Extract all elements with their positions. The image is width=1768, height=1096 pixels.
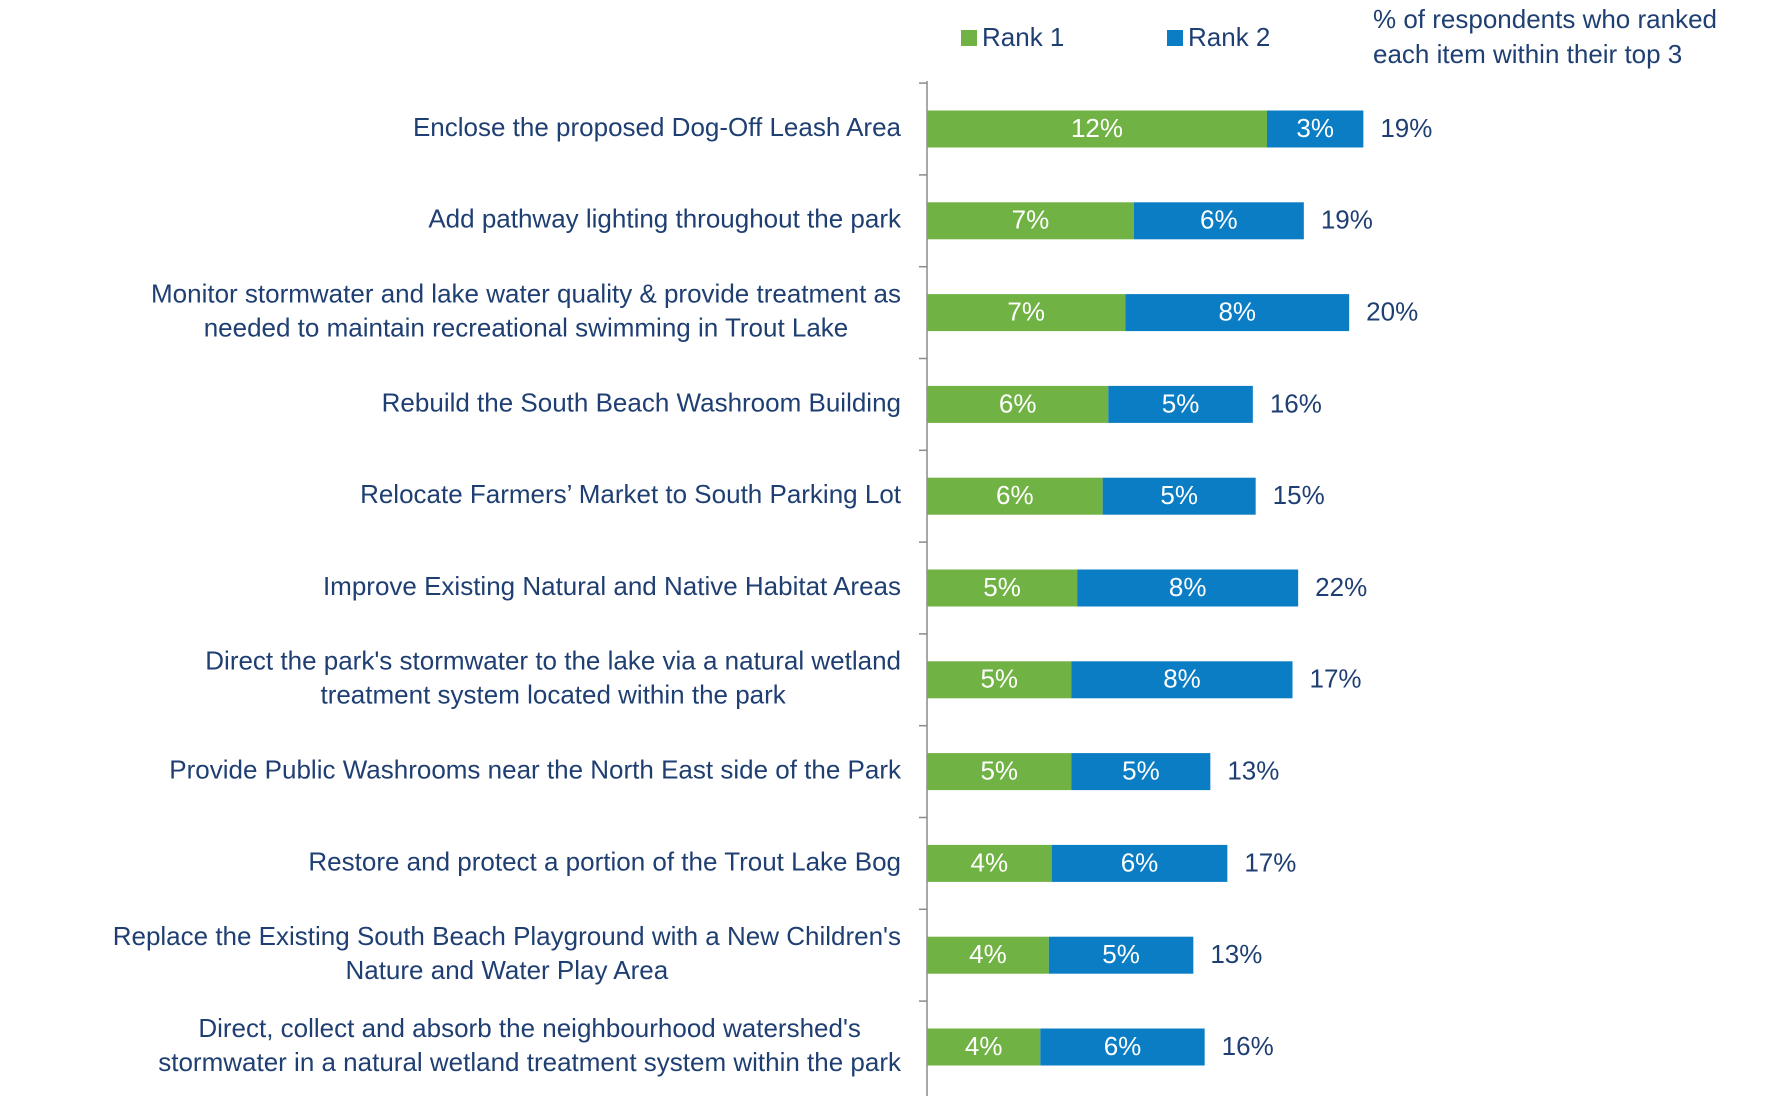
total-label: 16% <box>1222 1031 1274 1061</box>
bar-value-label: 7% <box>1007 296 1045 326</box>
bar-value-label: 5% <box>1122 755 1160 785</box>
bar-value-label: 8% <box>1218 296 1256 326</box>
total-label: 13% <box>1227 755 1279 785</box>
category-label: Monitor stormwater and lake water qualit… <box>151 278 901 308</box>
category-label: Restore and protect a portion of the Tro… <box>308 846 901 876</box>
total-label: 17% <box>1244 847 1296 877</box>
bar-segment <box>927 110 1267 148</box>
bar-segment <box>1267 110 1364 148</box>
category-label: Add pathway lighting throughout the park <box>428 204 902 234</box>
bar-value-label: 3% <box>1296 113 1334 143</box>
bar-segment <box>927 477 1103 515</box>
total-label: 13% <box>1210 939 1262 969</box>
bar-segment <box>927 385 1109 423</box>
category-label: Rebuild the South Beach Washroom Buildin… <box>382 387 901 417</box>
bar-value-label: 4% <box>965 1031 1003 1061</box>
bar-value-label: 5% <box>980 755 1018 785</box>
total-label: 16% <box>1270 388 1322 418</box>
legend-label: Rank 1 <box>982 22 1064 52</box>
bar-segment <box>927 661 1072 699</box>
bar-value-label: 7% <box>1012 205 1050 235</box>
total-note: each item within their top 3 <box>1373 39 1682 69</box>
bar-value-label: 6% <box>1104 1031 1142 1061</box>
bar-value-label: 6% <box>996 480 1034 510</box>
bar-segment <box>1102 477 1256 515</box>
bar-value-label: 5% <box>980 664 1018 694</box>
category-label: Replace the Existing South Beach Playgro… <box>113 921 901 951</box>
total-label: 17% <box>1310 664 1362 694</box>
bar-segment <box>1133 202 1304 240</box>
bar-value-label: 12% <box>1071 113 1123 143</box>
bar-value-label: 5% <box>983 572 1021 602</box>
bar-segment <box>1125 294 1350 332</box>
total-label: 15% <box>1273 480 1325 510</box>
legend-swatch <box>1167 30 1183 46</box>
bar-value-label: 4% <box>971 847 1009 877</box>
bar-segment <box>1051 844 1228 882</box>
bar-segment <box>927 1028 1041 1066</box>
legend-label: Rank 2 <box>1188 22 1270 52</box>
bar-segment <box>1071 753 1211 791</box>
total-label: 19% <box>1321 205 1373 235</box>
category-label: treatment system located within the park <box>320 680 786 710</box>
bar-value-label: 8% <box>1169 572 1207 602</box>
bar-value-label: 6% <box>1200 205 1238 235</box>
bar-segment <box>927 844 1052 882</box>
bar-segment <box>1077 569 1299 607</box>
total-note: % of respondents who ranked <box>1373 4 1717 34</box>
bar-segment <box>927 753 1072 791</box>
category-label: needed to maintain recreational swimming… <box>204 312 849 342</box>
bar-segment <box>927 569 1078 607</box>
bar-value-label: 6% <box>1121 847 1159 877</box>
bar-value-label: 8% <box>1163 664 1201 694</box>
bar-value-label: 6% <box>999 388 1037 418</box>
bar-value-label: 5% <box>1102 939 1140 969</box>
bar-segment <box>1048 936 1194 974</box>
bar-value-label: 5% <box>1162 388 1200 418</box>
category-label: Enclose the proposed Dog-Off Leash Area <box>413 112 902 142</box>
category-label: stormwater in a natural wetland treatmen… <box>158 1047 902 1077</box>
bar-segment <box>927 936 1049 974</box>
bar-segment <box>927 294 1126 332</box>
bar-value-label: 5% <box>1160 480 1198 510</box>
category-label: Nature and Water Play Area <box>345 955 668 985</box>
bar-segment <box>1071 661 1293 699</box>
bar-segment <box>1040 1028 1205 1066</box>
category-label: Provide Public Washrooms near the North … <box>169 754 902 784</box>
bar-segment <box>927 202 1134 240</box>
total-label: 20% <box>1366 296 1418 326</box>
total-label: 22% <box>1315 572 1367 602</box>
total-label: 19% <box>1380 113 1432 143</box>
legend-swatch <box>961 30 977 46</box>
bar-value-label: 4% <box>969 939 1007 969</box>
category-label: Relocate Farmers’ Market to South Parkin… <box>360 479 902 509</box>
bar-segment <box>1108 385 1253 423</box>
category-label: Direct the park's stormwater to the lake… <box>205 646 901 676</box>
category-label: Direct, collect and absorb the neighbour… <box>198 1013 861 1043</box>
category-label: Improve Existing Natural and Native Habi… <box>323 571 901 601</box>
